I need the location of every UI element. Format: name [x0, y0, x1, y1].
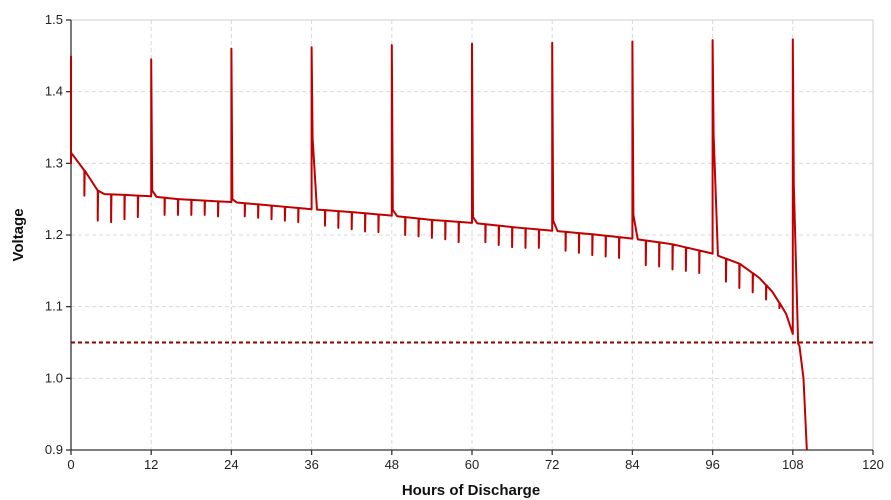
- x-tick-label: 12: [144, 457, 158, 472]
- series-line-voltage: [70, 38, 808, 451]
- y-axis-title: Voltage: [10, 208, 27, 261]
- y-tick-label: 1.5: [45, 12, 63, 27]
- y-tick-label: 1.2: [45, 227, 63, 242]
- x-tick-label: 84: [625, 457, 639, 472]
- x-tick-label: 36: [304, 457, 318, 472]
- y-tick-label: 0.9: [45, 442, 63, 457]
- x-tick-label: 120: [862, 457, 884, 472]
- x-tick-label: 108: [782, 457, 804, 472]
- tick-labels: 0 12 24 36 48 60 72 84 96 108 120 0.9 1.0 1.1 1.2 1.3 1.…: [45, 12, 884, 472]
- y-tick-label: 1.0: [45, 370, 63, 385]
- x-tick-label: 96: [705, 457, 719, 472]
- x-tick-label: 0: [67, 457, 74, 472]
- x-tick-label: 48: [385, 457, 399, 472]
- y-tick-label: 1.4: [45, 84, 63, 99]
- y-tick-label: 1.1: [45, 299, 63, 314]
- x-tick-label: 60: [465, 457, 479, 472]
- x-tick-label: 24: [224, 457, 238, 472]
- axes-layer: [66, 19, 874, 455]
- x-tick-label: 72: [545, 457, 559, 472]
- y-tick-label: 1.3: [45, 155, 63, 170]
- x-axis-title: Hours of Discharge: [402, 482, 540, 499]
